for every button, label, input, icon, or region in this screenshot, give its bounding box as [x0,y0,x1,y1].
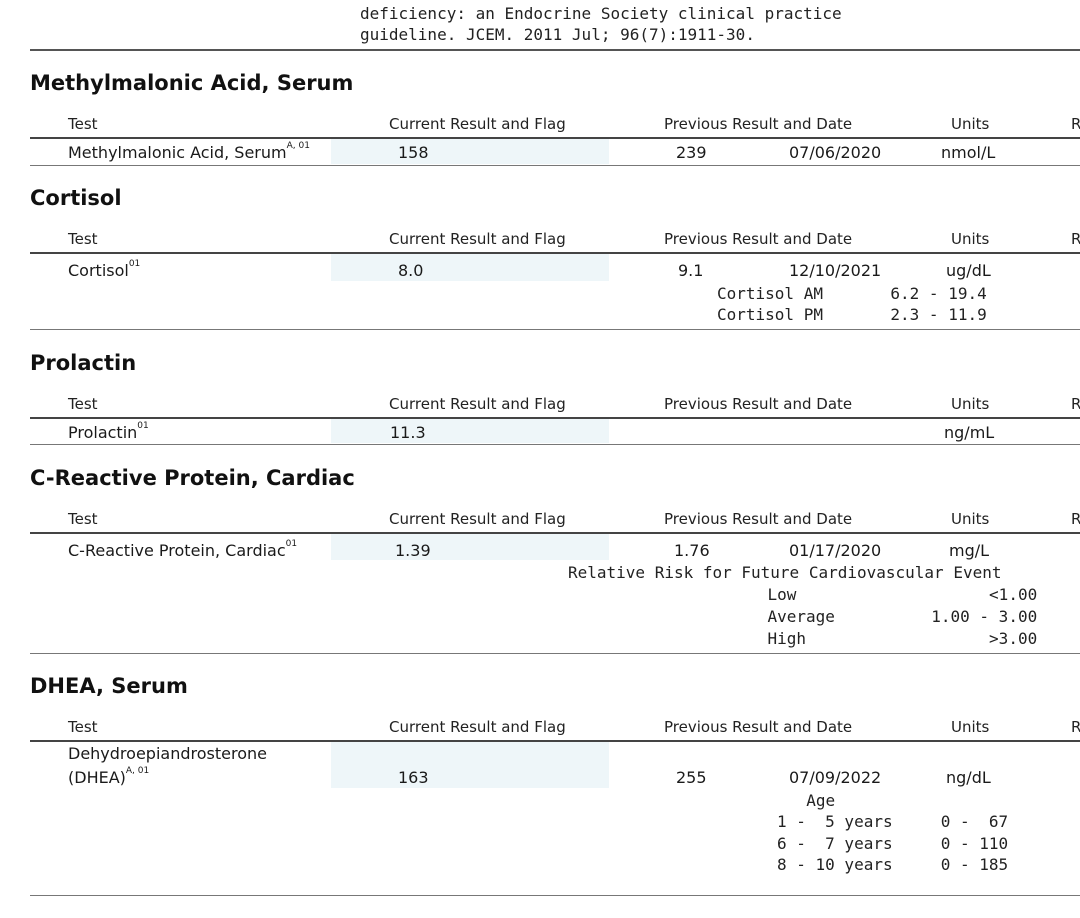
current-result-highlight [331,742,609,788]
section-title-cortisol: Cortisol [30,186,122,210]
test-name: Methylmalonic Acid, SerumA, 01 [68,141,310,162]
col-header-previous: Previous Result and Date [664,395,853,413]
current-result-highlight [331,419,609,443]
col-header-current: Current Result and Flag [389,510,566,528]
current-result: 11.3 [390,423,426,442]
divider [30,49,1080,51]
col-header-test: Test [68,718,98,736]
section-title-prolactin: Prolactin [30,351,137,375]
col-header-previous: Previous Result and Date [664,115,853,133]
reference-range-line: 6 - 7 years 0 - 110 [777,834,1009,853]
current-result-highlight [331,534,609,560]
col-header-units: Units [951,115,990,133]
intro-line-2: guideline. JCEM. 2011 Jul; 96(7):1911-30… [360,25,755,44]
current-result-highlight [331,139,609,164]
header-divider [30,417,1080,419]
previous-date: 07/06/2020 [789,143,882,162]
reference-range-line: High >3.00 [623,629,1038,648]
previous-date: 01/17/2020 [789,541,882,560]
row-divider [30,895,1080,896]
row-divider [30,329,1080,330]
test-name: Prolactin01 [68,421,149,442]
reference-range-line: Cortisol PM 2.3 - 11.9 [717,305,987,324]
header-divider [30,740,1080,742]
units: ng/dL [946,768,991,787]
col-header-test: Test [68,395,98,413]
previous-result: 9.1 [678,261,704,280]
col-header-units: Units [951,718,990,736]
test-name-line-1: Dehydroepiandrosterone [68,744,267,763]
header-divider [30,252,1080,254]
col-header-previous: Previous Result and Date [664,510,853,528]
reference-range-line: Low <1.00 [623,585,1038,604]
units: mg/L [949,541,990,560]
units: nmol/L [941,143,996,162]
row-divider [30,653,1080,654]
col-header-units: Units [951,395,990,413]
current-result-highlight [331,254,609,281]
reference-range-line: 8 - 10 years 0 - 185 [777,855,1009,874]
reference-range-line: 1 - 5 years 0 - 67 [777,812,1009,831]
col-header-current: Current Result and Flag [389,395,566,413]
previous-result: 239 [676,143,707,162]
section-title-mma: Methylmalonic Acid, Serum [30,71,354,95]
col-header-current: Current Result and Flag [389,115,566,133]
col-header-test: Test [68,115,98,133]
col-header-ref: R [1071,115,1080,133]
test-name: Cortisol01 [68,259,141,280]
col-header-ref: R [1071,230,1080,248]
col-header-units: Units [951,510,990,528]
reference-range-line: Age [787,791,836,810]
previous-result: 255 [676,768,707,787]
row-divider [30,444,1080,445]
reference-range-line: Average 1.00 - 3.00 [623,607,1038,626]
previous-date: 12/10/2021 [789,261,882,280]
col-header-previous: Previous Result and Date [664,718,853,736]
col-header-test: Test [68,230,98,248]
header-divider [30,532,1080,534]
reference-range-line: Relative Risk for Future Cardiovascular … [568,563,1002,582]
test-name: C-Reactive Protein, Cardiac01 [68,539,298,560]
section-title-dhea: DHEA, Serum [30,674,188,698]
previous-date: 07/09/2022 [789,768,882,787]
previous-result: 1.76 [674,541,710,560]
col-header-ref: R [1071,510,1080,528]
col-header-current: Current Result and Flag [389,718,566,736]
col-header-current: Current Result and Flag [389,230,566,248]
intro-line-1: deficiency: an Endocrine Society clinica… [360,4,842,23]
current-result: 1.39 [395,541,431,560]
row-divider [30,165,1080,166]
col-header-previous: Previous Result and Date [664,230,853,248]
col-header-ref: R [1071,718,1080,736]
test-name-line-2: (DHEA)A, 01 [68,766,150,787]
current-result: 158 [398,143,429,162]
col-header-test: Test [68,510,98,528]
units: ng/mL [944,423,995,442]
current-result: 163 [398,768,429,787]
section-title-crp: C-Reactive Protein, Cardiac [30,466,355,490]
units: ug/dL [946,261,991,280]
current-result: 8.0 [398,261,424,280]
col-header-units: Units [951,230,990,248]
reference-range-line: Cortisol AM 6.2 - 19.4 [717,284,987,303]
header-divider [30,137,1080,139]
col-header-ref: R [1071,395,1080,413]
